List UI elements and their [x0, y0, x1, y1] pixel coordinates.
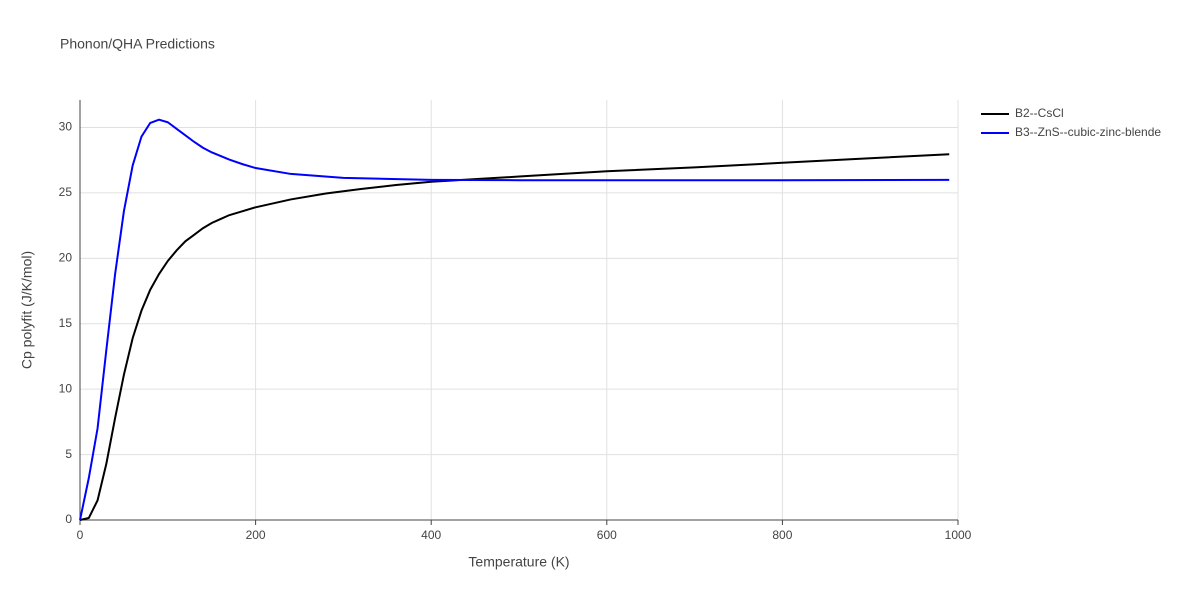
y-tick-label: 30 [59, 120, 73, 134]
y-tick-label: 20 [59, 250, 73, 264]
x-tick-label: 200 [246, 528, 266, 542]
series-line [79, 153, 950, 521]
y-tick-label: 10 [59, 381, 73, 395]
y-tick-label: 5 [65, 447, 72, 461]
y-tick-label: 0 [65, 512, 72, 526]
y-tick-label: 15 [59, 316, 73, 330]
chart-title: Phonon/QHA Predictions [60, 36, 215, 52]
legend-label: B2--CsCl [1015, 106, 1064, 120]
legend-label: B3--ZnS--cubic-zinc-blende [1015, 125, 1161, 139]
y-tick-label: 25 [59, 185, 73, 199]
series-line [79, 118, 950, 521]
y-axis-label: Cp polyfit (J/K/mol) [19, 251, 35, 369]
x-tick-label: 800 [772, 528, 792, 542]
x-tick-label: 400 [421, 528, 441, 542]
x-tick-label: 600 [597, 528, 617, 542]
x-tick-label: 0 [77, 528, 84, 542]
x-axis-label: Temperature (K) [468, 554, 569, 570]
x-tick-label: 1000 [945, 528, 972, 542]
